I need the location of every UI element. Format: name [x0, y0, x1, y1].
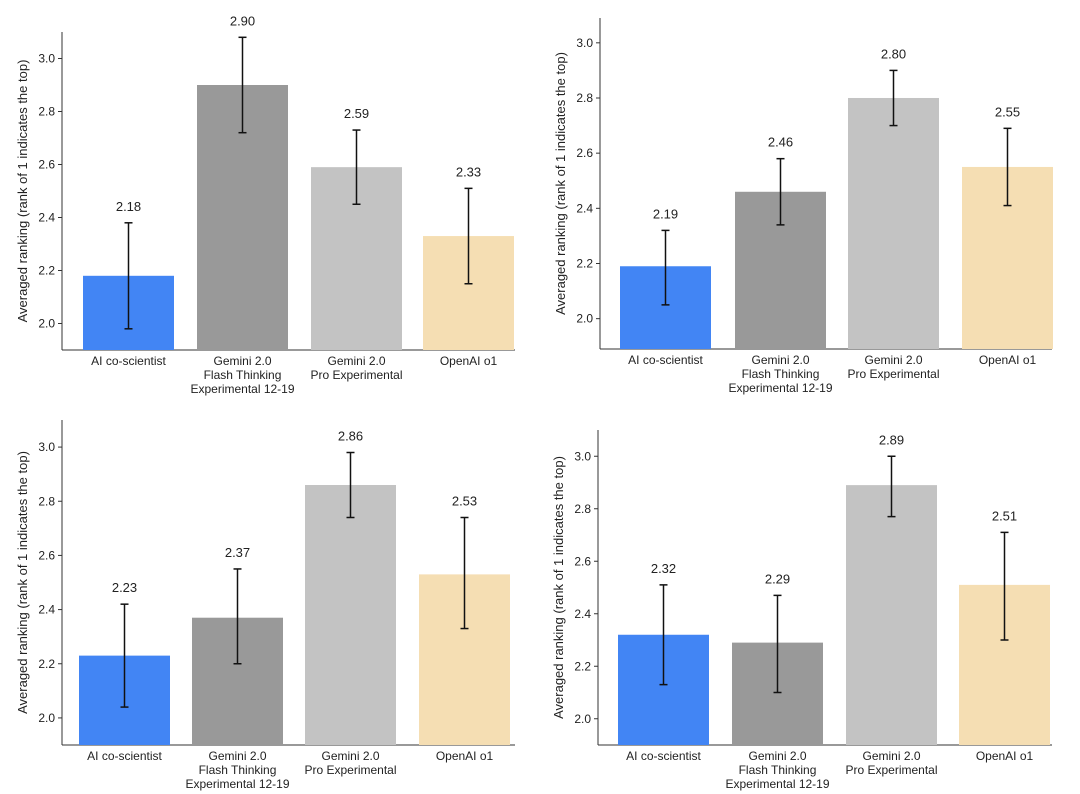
y-tick-label: 2.0	[38, 711, 55, 725]
chart-panel-top-right: 2.0 2.2 2.4 2.6 2.8 3.0 Averaged ranking (rank…	[553, 18, 1053, 395]
value-label: 2.46	[768, 135, 793, 150]
category-label: Pro Experimental	[304, 763, 396, 777]
category-label: Experimental 12-19	[185, 777, 289, 791]
value-label: 2.53	[452, 494, 477, 509]
y-tick-label: 2.8	[576, 91, 593, 105]
category-label: Experimental 12-19	[190, 382, 294, 396]
y-tick-label: 2.2	[38, 264, 55, 278]
category-label: Flash Thinking	[742, 367, 820, 381]
category-label: AI co-scientist	[626, 749, 701, 763]
value-label: 2.59	[344, 106, 369, 121]
y-tick-label: 2.2	[38, 657, 55, 671]
y-axis-title: Averaged ranking (rank of 1 indicates th…	[15, 451, 30, 714]
category-label: Flash Thinking	[204, 368, 282, 382]
category-label: AI co-scientist	[87, 749, 162, 763]
category-label: Pro Experimental	[847, 367, 939, 381]
category-label: Gemini 2.0	[748, 749, 806, 763]
chart-panel-bottom-right: 2.0 2.2 2.4 2.6 2.8 3.0 Averaged ranking (rank…	[551, 430, 1052, 791]
y-tick-label: 3.0	[38, 440, 55, 454]
category-label: Gemini 2.0	[751, 353, 809, 367]
y-tick-label: 2.2	[574, 659, 591, 673]
value-label: 2.80	[881, 46, 906, 61]
value-label: 2.33	[456, 164, 481, 179]
value-label: 2.18	[116, 199, 141, 214]
y-tick-label: 2.0	[576, 312, 593, 326]
value-label: 2.51	[992, 508, 1017, 523]
category-label: Pro Experimental	[845, 763, 937, 777]
y-tick-label: 2.6	[576, 146, 593, 160]
category-label: Gemini 2.0	[327, 354, 385, 368]
y-tick-label: 2.6	[574, 554, 591, 568]
value-label: 2.32	[651, 561, 676, 576]
bar	[848, 97, 939, 349]
category-label: OpenAI o1	[979, 353, 1037, 367]
category-label: Gemini 2.0	[862, 749, 920, 763]
y-tick-label: 3.0	[576, 36, 593, 50]
y-tick-label: 3.0	[38, 52, 55, 66]
category-label: Gemini 2.0	[208, 749, 266, 763]
bar	[305, 485, 396, 745]
category-label: Gemini 2.0	[864, 353, 922, 367]
value-label: 2.23	[112, 580, 137, 595]
y-axis-title: Averaged ranking (rank of 1 indicates th…	[553, 52, 568, 315]
category-label: Pro Experimental	[310, 368, 402, 382]
value-label: 2.86	[338, 429, 363, 444]
chart-panel-bottom-left: 2.0 2.2 2.4 2.6 2.8 3.0 Averaged ranking (rank…	[15, 420, 515, 791]
y-tick-label: 3.0	[574, 449, 591, 463]
category-label: Gemini 2.0	[213, 354, 271, 368]
y-tick-label: 2.8	[574, 502, 591, 516]
y-tick-label: 2.4	[574, 607, 591, 621]
value-label: 2.37	[225, 545, 250, 560]
chart-panel-top-left: 2.0 2.2 2.4 2.6 2.8 3.0 Averaged ranking (rank…	[15, 13, 515, 396]
y-tick-label: 2.6	[38, 548, 55, 562]
y-tick-label: 2.4	[38, 603, 55, 617]
value-label: 2.89	[879, 432, 904, 447]
y-tick-label: 2.0	[574, 712, 591, 726]
category-label: Flash Thinking	[739, 763, 817, 777]
y-tick-label: 2.4	[576, 201, 593, 215]
y-tick-label: 2.8	[38, 105, 55, 119]
y-tick-label: 2.8	[38, 494, 55, 508]
y-tick-label: 2.4	[38, 211, 55, 225]
category-label: OpenAI o1	[436, 749, 494, 763]
value-label: 2.19	[653, 206, 678, 221]
value-label: 2.55	[995, 104, 1020, 119]
y-tick-label: 2.6	[38, 158, 55, 172]
y-axis-title: Averaged ranking (rank of 1 indicates th…	[15, 60, 30, 323]
y-axis-title: Averaged ranking (rank of 1 indicates th…	[551, 456, 566, 719]
category-label: AI co-scientist	[91, 354, 166, 368]
category-label: OpenAI o1	[976, 749, 1034, 763]
category-label: AI co-scientist	[628, 353, 703, 367]
bar	[846, 485, 937, 745]
value-label: 2.90	[230, 13, 255, 28]
value-label: 2.29	[765, 571, 790, 586]
category-label: OpenAI o1	[440, 354, 498, 368]
category-label: Gemini 2.0	[321, 749, 379, 763]
y-tick-label: 2.0	[38, 317, 55, 331]
category-label: Experimental 12-19	[725, 777, 829, 791]
category-label: Flash Thinking	[199, 763, 277, 777]
y-tick-label: 2.2	[576, 256, 593, 270]
category-label: Experimental 12-19	[728, 381, 832, 395]
